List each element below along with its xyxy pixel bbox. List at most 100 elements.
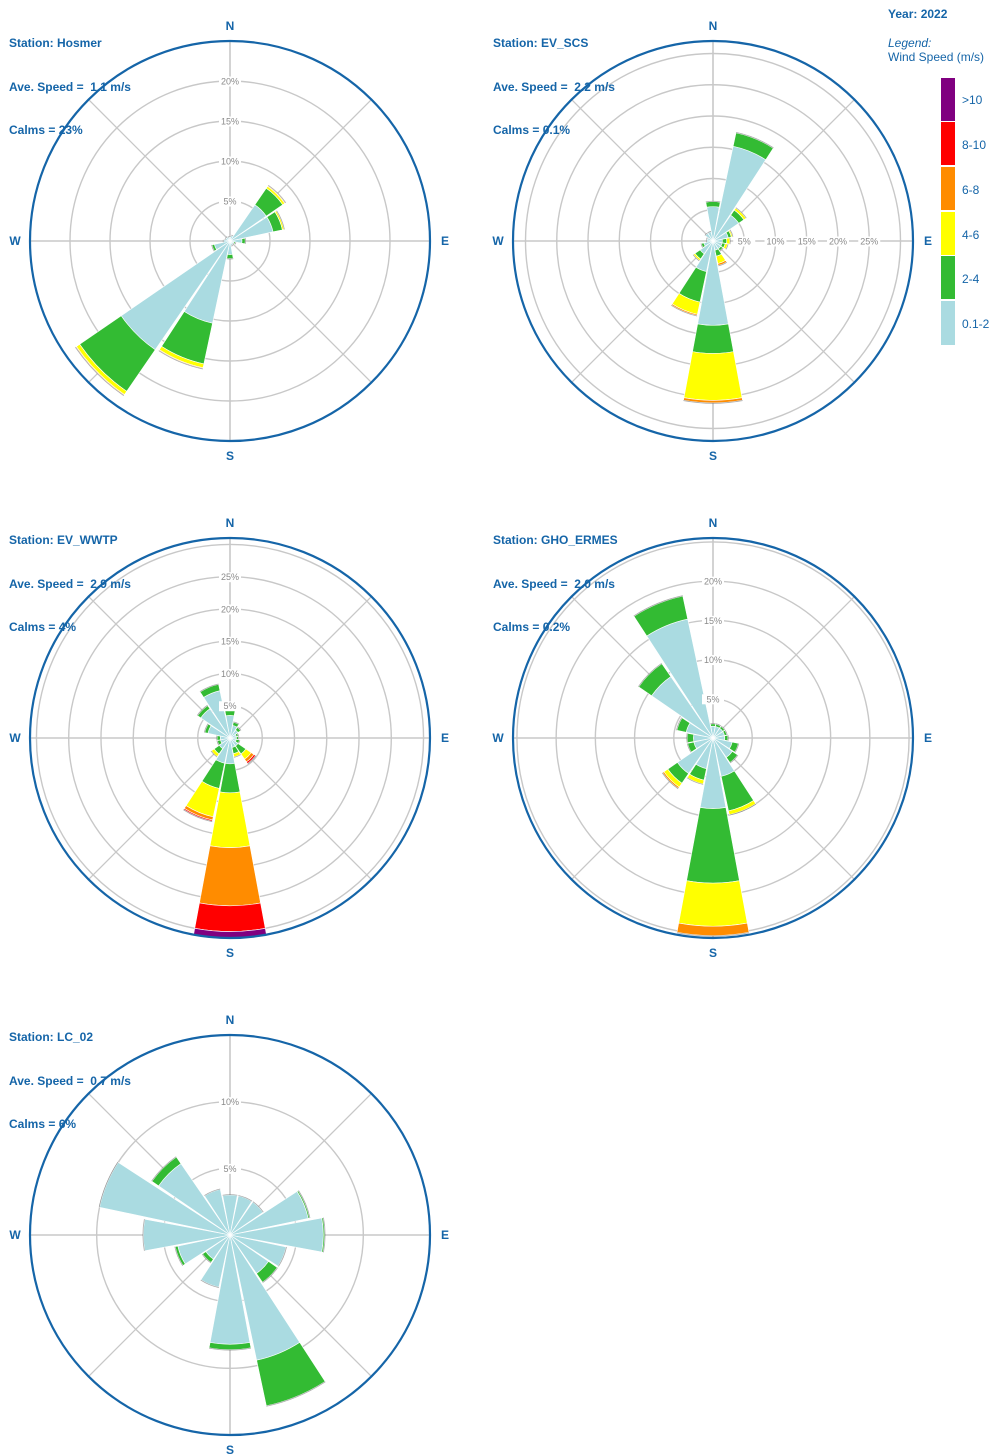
petal-90-4-6 [726, 237, 731, 245]
petal-edge [683, 400, 743, 404]
spoke-line [229, 240, 372, 383]
tick-label: 15% [221, 117, 239, 127]
compass-label-s: S [709, 449, 717, 463]
tick-label: 10% [221, 669, 239, 679]
tick-label: 5% [223, 1164, 236, 1174]
compass-label-s: S [226, 946, 234, 960]
petal-180-8-10 [194, 902, 266, 932]
outer-frame [28, 39, 432, 443]
tick-label: 15% [798, 237, 816, 247]
tick-bg [219, 636, 241, 647]
compass-label-s: S [226, 449, 234, 463]
petal-180-4-6 [678, 880, 748, 927]
petal-edge [724, 729, 728, 736]
petal-edge [211, 244, 215, 252]
petal-270-2-4 [686, 732, 695, 744]
compass-label-e: E [441, 731, 449, 745]
petal-edge [210, 750, 218, 758]
petal-edge [237, 733, 239, 737]
petal-edge [238, 740, 241, 744]
outer-frame [28, 536, 432, 940]
petal-180-2-4 [226, 254, 234, 259]
petal-0-2-4 [710, 723, 716, 727]
petal-edge [721, 725, 726, 730]
outer-frame [511, 39, 915, 443]
station-header-lc-02: Station: LC_02 Ave. Speed = 0.7 m/s Calm… [9, 1001, 131, 1161]
petal-edge [234, 242, 237, 245]
windrose-2: 5% 10% 15% 20% 25% N E S W [9, 516, 449, 960]
petal-edge [174, 1246, 184, 1266]
petal-edge [203, 723, 209, 733]
petal-edge [686, 743, 692, 753]
petal-edge [216, 740, 220, 746]
petal-edge [232, 243, 234, 245]
windrose-4: 5% 10% N E S W [9, 1013, 449, 1454]
petal-edge [224, 237, 226, 240]
station-ave-speed: Ave. Speed = 0.7 m/s [9, 1073, 131, 1088]
petal-edge [237, 726, 242, 731]
petal-edge [227, 236, 230, 238]
petal-edge [734, 743, 740, 753]
legend-title-block: Legend: Wind Speed (m/s) [888, 36, 984, 64]
petal-180-6-8 [199, 845, 261, 907]
compass-label-w: W [9, 1228, 21, 1242]
petal-edge [231, 234, 234, 237]
tick-bg [219, 156, 241, 167]
petal-edge [715, 723, 722, 727]
tick-bg [219, 196, 241, 207]
petal-edge [233, 721, 240, 725]
tick-label: 20% [221, 604, 239, 614]
spoke-line [229, 596, 372, 739]
station-header-ev-scs: Station: EV_SCS Ave. Speed = 2.2 m/s Cal… [493, 7, 615, 167]
tick-bg [219, 701, 241, 712]
tick-label: 15% [221, 637, 239, 647]
station-calms: Calms = 6% [9, 1117, 77, 1131]
tick-label: 5% [223, 197, 236, 207]
station-name: Station: Hosmer [9, 36, 102, 50]
compass-label-w: W [492, 234, 504, 248]
petal-edge [671, 304, 698, 317]
petal-edge [231, 245, 234, 247]
compass-label-e: E [924, 234, 932, 248]
petal-edge [705, 200, 721, 203]
petal-edge [704, 232, 708, 236]
petal-edge [200, 1279, 219, 1288]
petal-edge [735, 207, 747, 219]
petal-270-2-4 [216, 735, 221, 741]
station-ave-speed: Ave. Speed = 1.1 m/s [9, 79, 131, 94]
legend-swatch-gt10 [941, 78, 955, 121]
spoke-line [88, 99, 231, 242]
petal-edge [727, 735, 729, 741]
station-ave-speed: Ave. Speed = 2.9 m/s [9, 576, 131, 591]
compass-label-n: N [709, 516, 718, 530]
legend-label-0-2: 0.1-2 [962, 317, 990, 331]
legend-subtitle: Wind Speed (m/s) [888, 50, 985, 64]
petal-edge [718, 261, 728, 267]
petal-edge [692, 254, 700, 262]
tick-label: 10% [221, 1097, 239, 1107]
legend-label-gt10: >10 [962, 93, 983, 107]
compass-label-n: N [226, 516, 235, 530]
compass-label-e: E [441, 1228, 449, 1242]
petal-90-2-4 [724, 734, 729, 742]
tick-bg [827, 236, 849, 247]
petal-edge [229, 236, 231, 238]
compass-label-n: N [226, 19, 235, 33]
compass-label-n: N [226, 1013, 235, 1027]
station-name: Station: LC_02 [9, 1030, 94, 1044]
tick-label: 10% [221, 157, 239, 167]
petal-edge [661, 772, 679, 790]
tick-bg [702, 655, 724, 666]
tick-bg [764, 236, 787, 247]
petal-edge [729, 754, 739, 764]
tick-bg [733, 236, 756, 247]
outer-frame [28, 1033, 432, 1437]
station-header-hosmer: Station: Hosmer Ave. Speed = 1.1 m/s Cal… [9, 7, 131, 167]
petal-edge [208, 1347, 252, 1351]
legend-swatch-2-4 [941, 256, 955, 299]
station-calms: Calms = 23% [9, 123, 83, 137]
petal-edge [729, 237, 731, 245]
petal-edge [268, 184, 287, 203]
